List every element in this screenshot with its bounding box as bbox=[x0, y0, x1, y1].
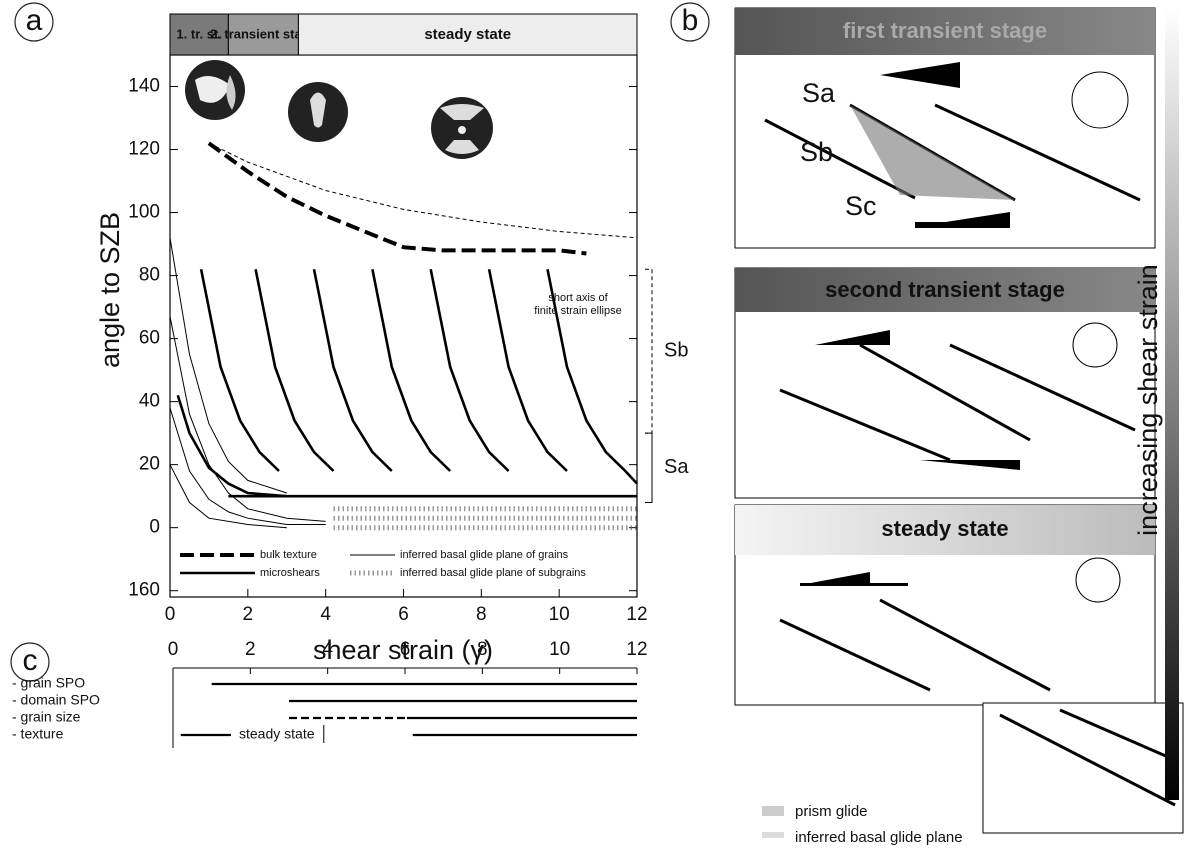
row-label: - domain SPO bbox=[12, 692, 100, 708]
series-line bbox=[207, 141, 587, 256]
bracket-label: Sb bbox=[664, 339, 688, 361]
x-tick-label: 4 bbox=[322, 639, 333, 660]
x-tick-label: 6 bbox=[398, 604, 409, 625]
y-tick-label: 40 bbox=[139, 391, 160, 412]
x-tick-label: 2 bbox=[245, 639, 256, 660]
series-line bbox=[546, 269, 638, 485]
stage-label: steady state bbox=[424, 26, 511, 43]
row-note: steady state bbox=[239, 726, 315, 742]
diagram-panel-b: first transient stage Sa Sb Sc second tr… bbox=[734, 7, 1184, 846]
y-tick-label: 20 bbox=[139, 454, 160, 475]
row-label: - grain SPO bbox=[12, 675, 85, 691]
panel-label: c bbox=[23, 644, 38, 677]
bracket bbox=[645, 432, 653, 503]
x-tick-label: 10 bbox=[549, 604, 570, 625]
panel-circle bbox=[10, 642, 50, 682]
stage-band bbox=[169, 13, 229, 56]
stage-title: steady state bbox=[881, 516, 1008, 541]
legend-label: inferred basal glide plane of subgrains bbox=[400, 567, 586, 579]
legend-label: bulk texture bbox=[260, 549, 317, 561]
series-line bbox=[169, 237, 287, 494]
y-tick-label: 100 bbox=[128, 202, 160, 223]
x-tick-label: 10 bbox=[549, 639, 570, 660]
stage-band bbox=[227, 13, 299, 56]
series-line bbox=[312, 269, 393, 472]
series-line bbox=[199, 269, 280, 472]
legend-label: microshears bbox=[260, 567, 320, 579]
x-tick-label: 0 bbox=[165, 604, 176, 625]
x-tick-label: 8 bbox=[477, 639, 488, 660]
structure-label: Sc bbox=[845, 191, 877, 221]
series-line bbox=[371, 269, 452, 472]
stage-band bbox=[297, 13, 638, 56]
series-line bbox=[169, 316, 326, 522]
structure-label: Sb bbox=[800, 137, 833, 167]
panel-label: a bbox=[26, 4, 43, 37]
legend-label: prism glide bbox=[795, 803, 868, 820]
y-tick-label: 160 bbox=[128, 580, 160, 601]
arrow-label: increasing shear strain bbox=[1133, 264, 1163, 536]
y-tick-label: 120 bbox=[128, 139, 160, 160]
stage-label: 1. tr. st. bbox=[176, 26, 222, 41]
series-line bbox=[429, 269, 510, 472]
x-tick-label: 8 bbox=[476, 604, 487, 625]
stage-title: second transient stage bbox=[825, 277, 1065, 302]
series-line bbox=[169, 407, 326, 525]
series-line bbox=[254, 269, 335, 472]
stage-header bbox=[735, 8, 1155, 55]
y-tick-label: 60 bbox=[139, 328, 160, 349]
bracket-label: Sa bbox=[664, 456, 689, 478]
y-tick-label: 80 bbox=[139, 265, 160, 286]
stage-title: first transient stage bbox=[843, 18, 1047, 43]
panel-label: b bbox=[682, 4, 699, 37]
series-line bbox=[169, 464, 287, 529]
annotation: finite strain ellipse bbox=[534, 305, 621, 317]
row-label: - texture bbox=[12, 726, 64, 742]
panel-circle bbox=[14, 2, 54, 42]
legend-label: inferred basal glide plane of grains bbox=[400, 549, 569, 561]
pole-figures bbox=[185, 60, 493, 159]
row-label: - grain size bbox=[12, 709, 81, 725]
x-tick-label: 0 bbox=[168, 639, 179, 660]
panel-circle bbox=[670, 2, 710, 42]
series-line bbox=[487, 269, 568, 472]
stage-header bbox=[735, 268, 1155, 312]
annotation: short axis of bbox=[548, 292, 608, 304]
x-tick-label: 2 bbox=[243, 604, 254, 625]
structure-label: Sa bbox=[802, 78, 836, 108]
y-axis-label: angle to SZB bbox=[95, 212, 125, 368]
bracket bbox=[645, 268, 653, 434]
stage-label: 2. transient stage bbox=[210, 26, 317, 41]
y-tick-label: 140 bbox=[128, 76, 160, 97]
series-line bbox=[208, 142, 638, 239]
stage-header bbox=[735, 505, 1155, 555]
x-tick-label: 4 bbox=[320, 604, 331, 625]
x-axis-label: shear strain (γ) bbox=[313, 635, 493, 665]
x-tick-label: 6 bbox=[400, 639, 411, 660]
series-line bbox=[176, 394, 287, 498]
x-tick-label: 12 bbox=[626, 639, 647, 660]
y-tick-label: 0 bbox=[149, 517, 160, 538]
x-tick-label: 12 bbox=[626, 604, 647, 625]
legend-label: inferred basal glide plane bbox=[795, 829, 963, 846]
